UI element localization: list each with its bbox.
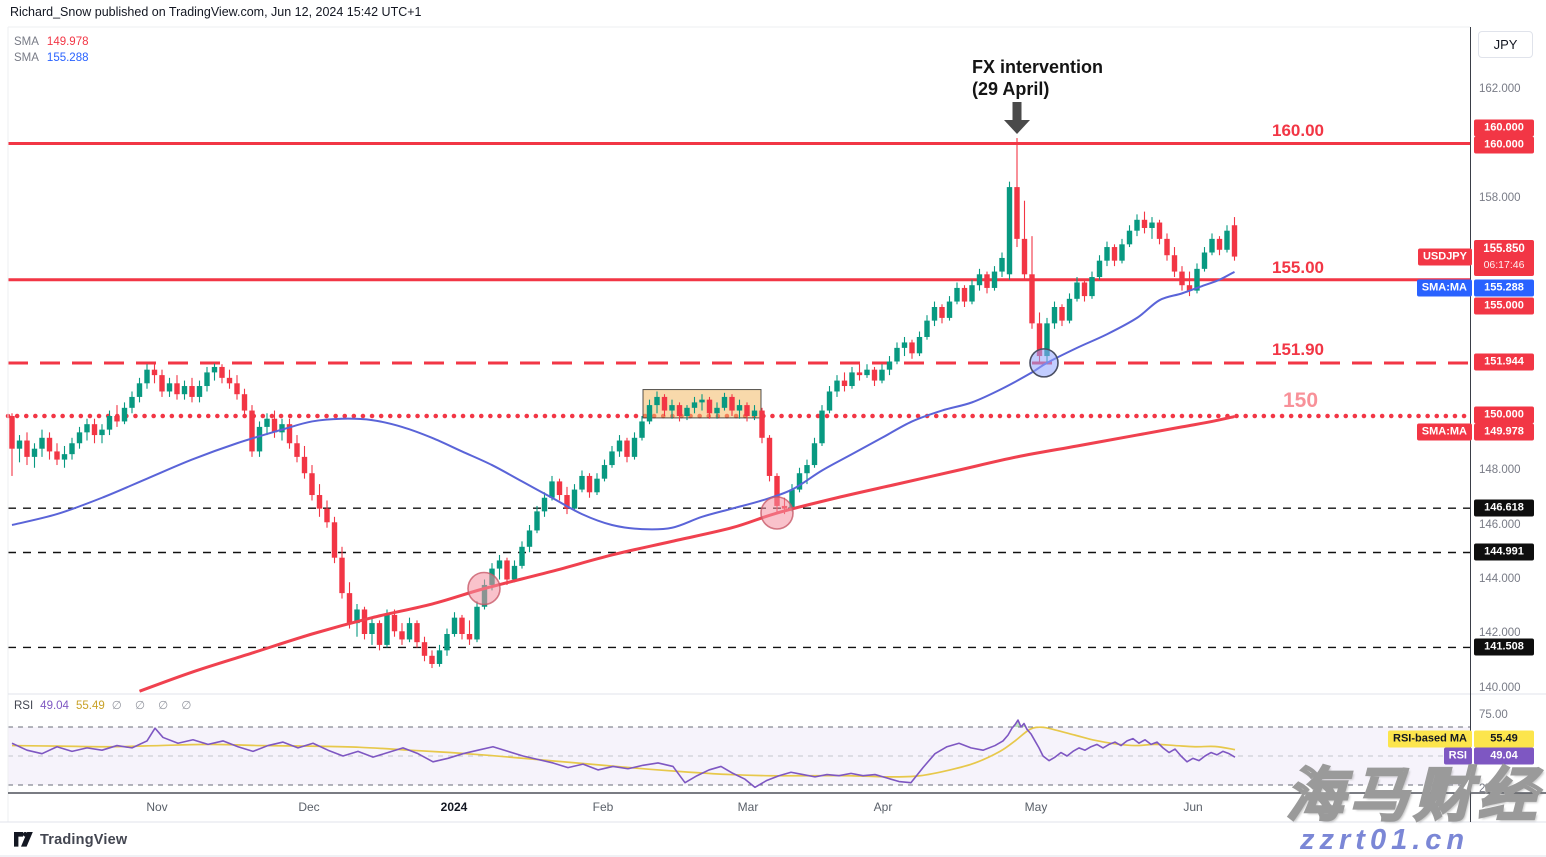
time-axis-label-Feb[interactable]: Feb xyxy=(592,800,614,814)
time-axis-label-Nov[interactable]: Nov xyxy=(146,800,168,814)
price-axis-label-140.000: 140.000 xyxy=(1479,682,1521,694)
time-axis-label-2024[interactable]: 2024 xyxy=(440,800,468,814)
rsi-line xyxy=(11,719,1236,789)
rsi-ma-value: 55.49 xyxy=(75,700,105,712)
watermark-url: zzrt01.cn xyxy=(1300,824,1470,856)
fx-intervention-annotation: FX intervention (29 April) xyxy=(972,56,1103,100)
time-axis-label-Jul[interactable]: Jul xyxy=(1323,800,1339,814)
series-pill-SMA:MA: SMA:MA xyxy=(1416,423,1472,441)
sma200-line xyxy=(138,415,1235,693)
price-axis-label-142.000: 142.000 xyxy=(1479,627,1521,639)
price-axis-label-158.000: 158.000 xyxy=(1479,192,1521,204)
candlestick-series xyxy=(9,138,1238,669)
price-badge-150.000: 150.000 xyxy=(1474,406,1534,424)
annotation-line1: FX intervention xyxy=(972,57,1104,77)
last-price-value: 155.850 xyxy=(1483,243,1525,255)
symbol-pill: USDJPY xyxy=(1417,248,1472,266)
highlight-circle-2 xyxy=(760,496,794,530)
sma-legend-row-2[interactable]: SMA 155.288 xyxy=(14,50,89,66)
series-pill-RSI: RSI xyxy=(1443,747,1472,765)
price-badge-160.000: 160.000 xyxy=(1474,119,1534,137)
price-badge-151.944: 151.944 xyxy=(1474,353,1534,371)
level-label-160.00: 160.00 xyxy=(1272,121,1324,140)
price-badge-146.618: 146.618 xyxy=(1474,499,1534,517)
attribution-text: Richard_Snow published on TradingView.co… xyxy=(10,5,422,19)
highlight-circle-3 xyxy=(1029,348,1059,378)
countdown-timer: 06:17:46 xyxy=(1483,259,1525,271)
rsi-label: RSI xyxy=(14,700,34,712)
time-axis-label-Mar[interactable]: Mar xyxy=(737,800,759,814)
level-label-151.90: 151.90 xyxy=(1272,340,1324,359)
arrow-down-icon xyxy=(1012,102,1022,120)
tradingview-logo-icon xyxy=(14,832,33,847)
price-badge-155.288: 155.288 xyxy=(1474,279,1534,297)
tradingview-footer[interactable]: TradingView xyxy=(14,831,127,848)
watermark-title: 海马财经 xyxy=(1285,762,1543,830)
sma50-value: 155.288 xyxy=(46,52,89,64)
time-axis-label-Apr[interactable]: Apr xyxy=(873,800,893,814)
sma-label: SMA xyxy=(14,52,39,64)
price-badge-155.000: 155.000 xyxy=(1474,297,1534,315)
level-label-155.00: 155.00 xyxy=(1272,258,1324,277)
rsi-axis-label-75.00: 75.00 xyxy=(1479,709,1508,721)
tradingview-brand-text: TradingView xyxy=(40,831,128,848)
rsi-value: 49.04 xyxy=(40,700,69,712)
price-badge-149.978: 149.978 xyxy=(1474,423,1534,441)
currency-unit-button[interactable]: JPY xyxy=(1478,31,1533,58)
time-axis-label-May[interactable]: May xyxy=(1024,800,1048,814)
price-badge-160.000: 160.000 xyxy=(1474,136,1534,154)
price-axis-label-144.000: 144.000 xyxy=(1479,573,1521,585)
sma200-value: 149.978 xyxy=(46,36,89,48)
last-price-badge: 155.850 06:17:46 xyxy=(1474,240,1534,276)
level-label-150: 150 xyxy=(1283,389,1319,412)
series-pill-RSI-based MA: RSI-based MA xyxy=(1388,730,1472,748)
arrow-down-head xyxy=(1004,120,1030,134)
sma-legend-row-1[interactable]: SMA 149.978 xyxy=(14,34,89,50)
price-badge-141.508: 141.508 xyxy=(1474,638,1534,656)
price-badge-144.991: 144.991 xyxy=(1474,543,1534,561)
rsi-legend[interactable]: RSI 49.04 55.49 ∅ ∅ ∅ ∅ xyxy=(14,698,203,712)
sma50-line xyxy=(11,270,1235,531)
price-badge-55.49: 55.49 xyxy=(1474,730,1534,748)
price-axis-label-148.000: 148.000 xyxy=(1479,464,1521,476)
price-axis-label-162.000: 162.000 xyxy=(1479,83,1521,95)
sma-legend: SMA 149.978 SMA 155.288 xyxy=(14,34,89,66)
rsi-axis-label-25.00: 25.00 xyxy=(1479,783,1508,795)
highlight-circle-1 xyxy=(467,571,501,606)
sma-label: SMA xyxy=(14,36,39,48)
annotation-line2: (29 April) xyxy=(972,79,1050,99)
time-axis-label-Jun[interactable]: Jun xyxy=(1183,800,1203,814)
series-pill-SMA:MA: SMA:MA xyxy=(1416,279,1472,297)
time-axis-label-Dec[interactable]: Dec xyxy=(298,800,320,814)
rsi-empty-params: ∅ ∅ ∅ ∅ xyxy=(111,700,197,712)
price-axis-label-146.000: 146.000 xyxy=(1479,519,1521,531)
price-badge-49.04: 49.04 xyxy=(1474,747,1534,765)
